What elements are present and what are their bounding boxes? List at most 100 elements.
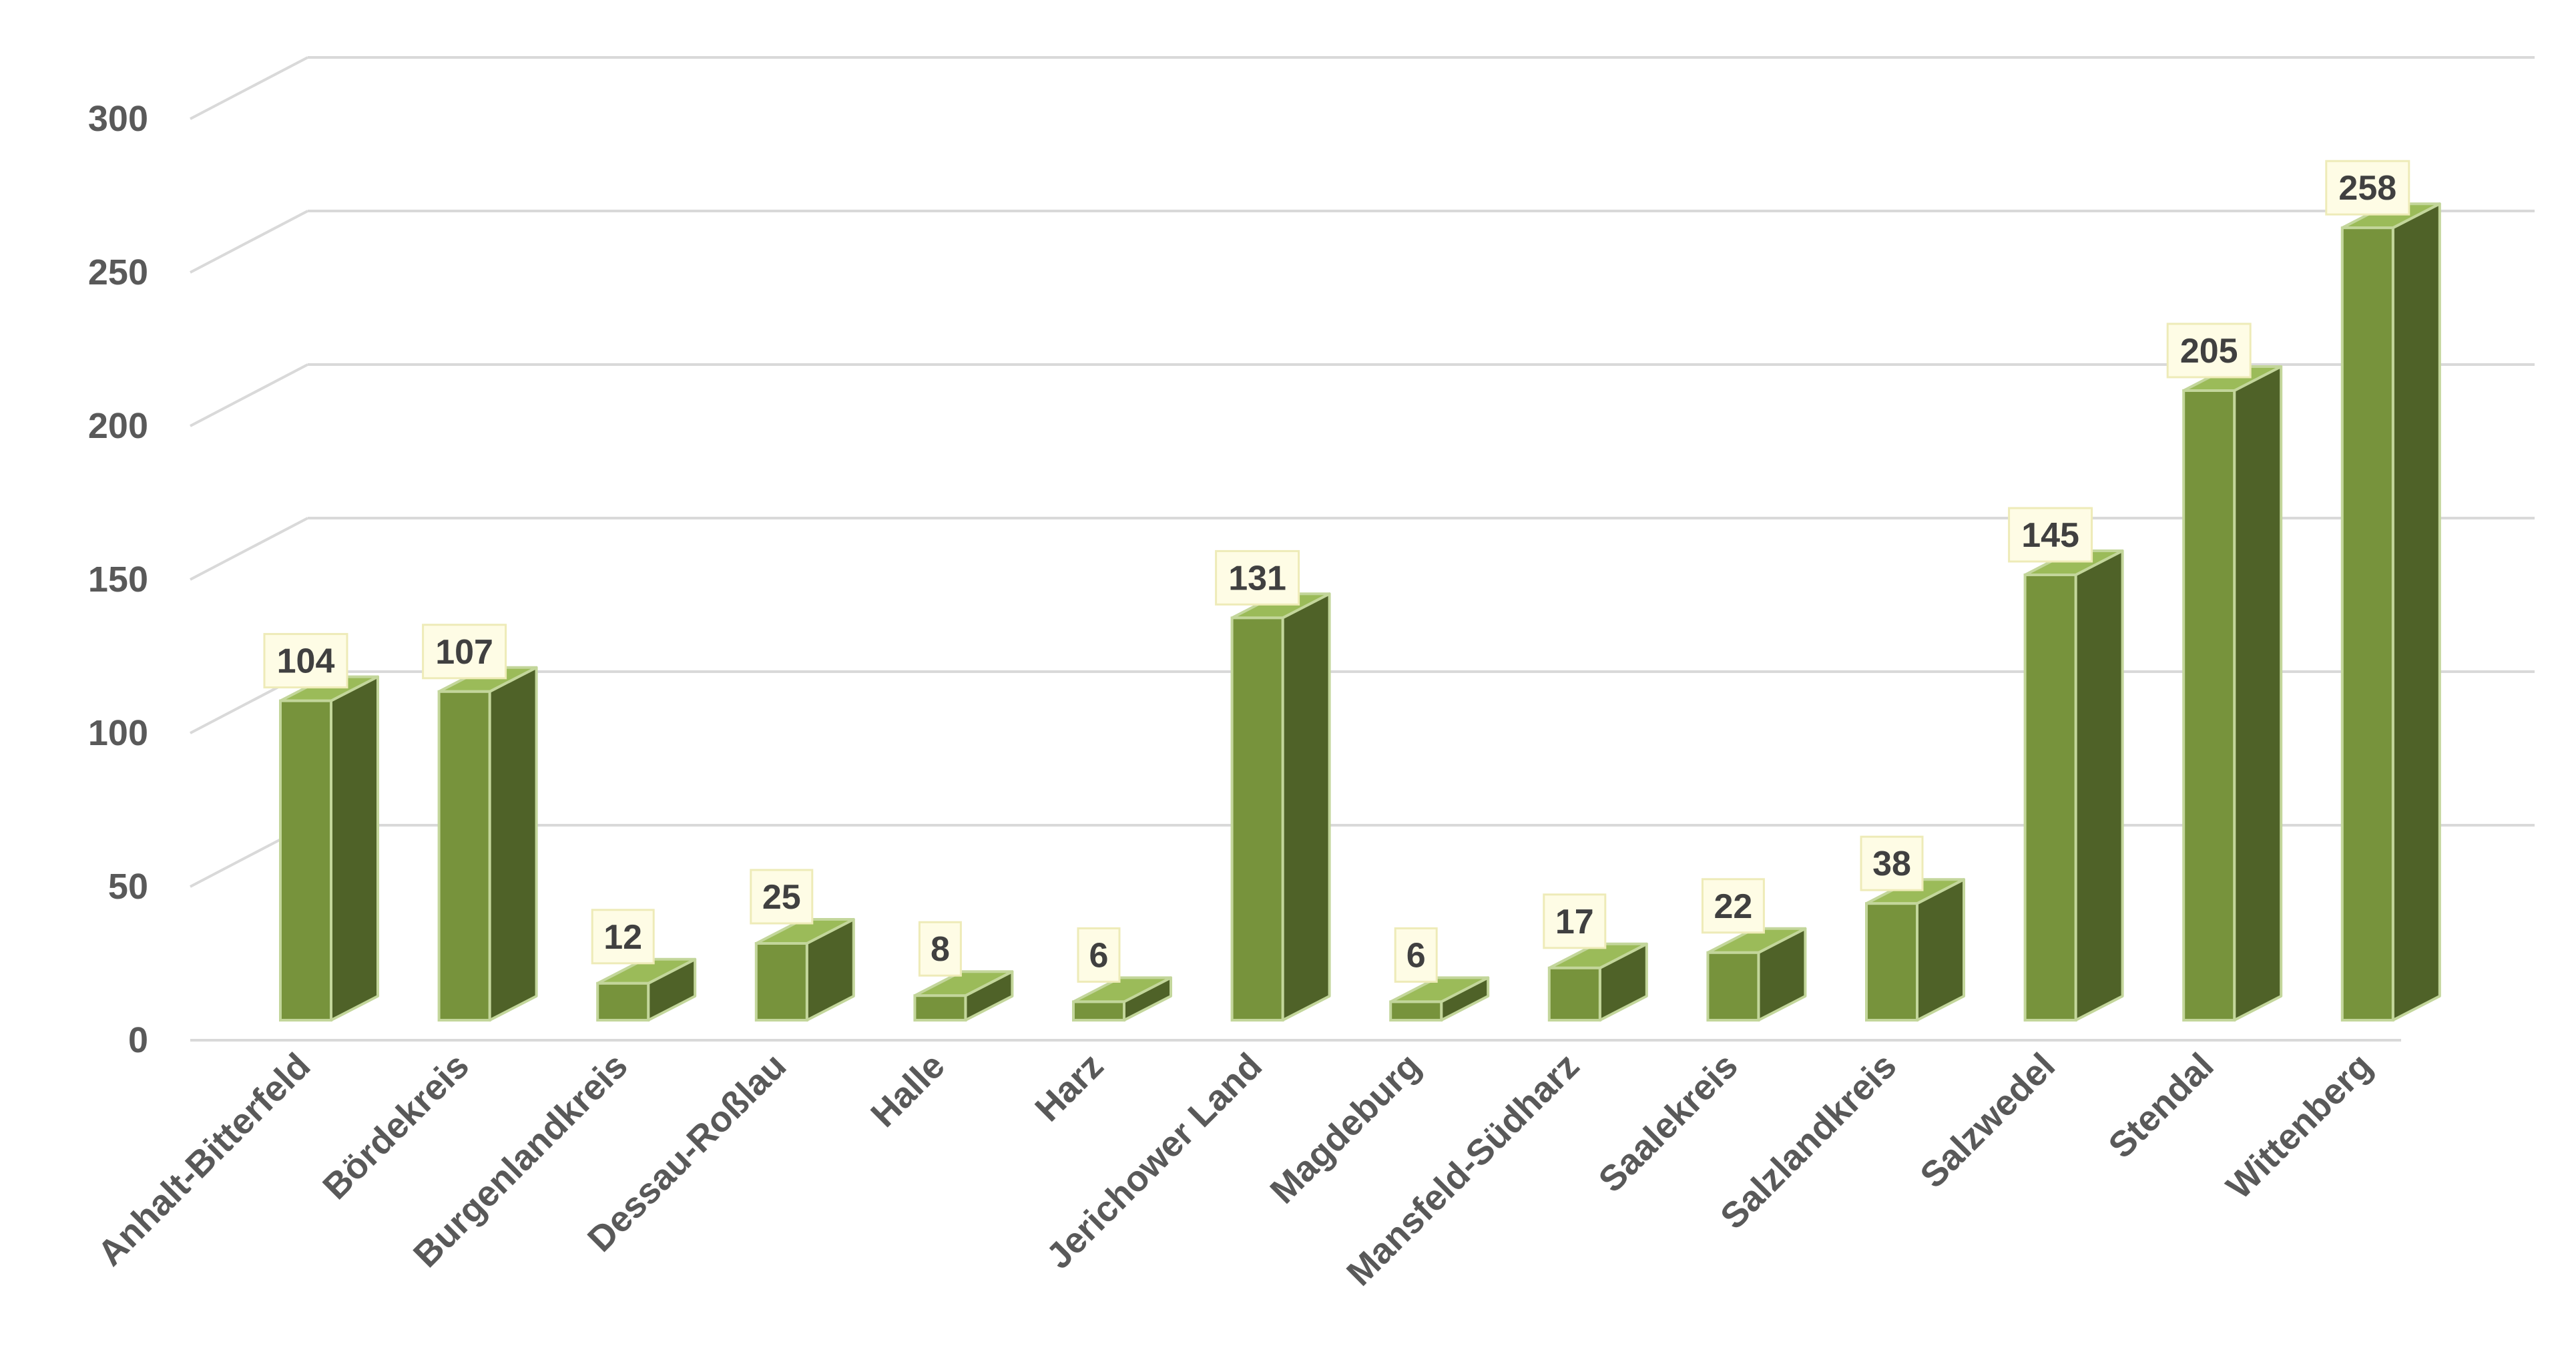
data-label: 22 — [1701, 878, 1765, 934]
data-label: 258 — [2325, 160, 2410, 216]
y-tick-label: 150 — [88, 559, 148, 600]
data-label-box — [1701, 878, 1765, 934]
data-label-text: 22 — [1714, 887, 1752, 926]
data-label: 25 — [750, 869, 814, 925]
x-tick-label: Saalekreis — [1591, 1046, 1745, 1200]
bar-front-face — [1547, 966, 1601, 1022]
bar — [1865, 878, 1965, 1022]
gridline-wall — [190, 517, 308, 581]
bar — [279, 675, 379, 1022]
data-label-text: 107 — [435, 633, 493, 672]
data-label: 205 — [2166, 322, 2252, 379]
bar-front-face — [913, 994, 967, 1022]
bars — [279, 202, 2441, 1022]
bar — [1706, 927, 1807, 1022]
bar-front-face — [1072, 1000, 1125, 1022]
bar-front-face — [596, 981, 650, 1022]
x-axis-ticks: Anhalt-BitterfeldBördekreisBurgenlandkre… — [90, 1046, 2380, 1293]
gridline-wall — [190, 210, 308, 274]
x-tick-label: Harz — [1027, 1046, 1111, 1129]
bar-front-face — [2182, 389, 2236, 1022]
bar-side-face — [2391, 202, 2441, 1022]
bar-front-face — [2340, 226, 2394, 1022]
data-label-box — [2166, 322, 2252, 379]
data-label-box — [918, 921, 962, 977]
bar — [596, 957, 697, 1022]
data-label-text: 258 — [2338, 169, 2396, 208]
data-label: 38 — [1860, 835, 1924, 891]
bar — [2182, 365, 2283, 1022]
x-tick-label: Wittenberg — [2219, 1046, 2380, 1206]
bar — [437, 666, 538, 1022]
data-label: 107 — [422, 624, 507, 680]
y-tick-label: 250 — [88, 252, 148, 292]
bar-side-face — [2233, 365, 2283, 1022]
y-tick-label: 200 — [88, 406, 148, 446]
data-label: 104 — [263, 633, 348, 689]
data-label-text: 104 — [277, 642, 335, 681]
data-label: 131 — [1215, 549, 1300, 606]
data-label-text: 145 — [2021, 516, 2079, 555]
bar — [913, 970, 1014, 1022]
data-label-text: 6 — [1089, 936, 1109, 975]
data-label-text: 17 — [1555, 903, 1594, 941]
bar-side-face — [1281, 592, 1331, 1022]
data-label-text: 8 — [931, 930, 950, 969]
bar-front-face — [1230, 616, 1284, 1022]
data-label: 6 — [1394, 927, 1438, 983]
gridlines — [190, 56, 2535, 1042]
bar — [1230, 592, 1331, 1022]
x-tick-label: Anhalt-Bitterfeld — [90, 1046, 318, 1274]
data-label-box — [591, 909, 655, 965]
bar — [754, 918, 855, 1022]
data-label-box — [750, 869, 814, 925]
x-tick-label: Salzwedel — [1912, 1046, 2063, 1196]
data-label: 145 — [2008, 507, 2093, 563]
data-label-box — [2325, 160, 2410, 216]
bar-front-face — [1706, 951, 1760, 1022]
data-label-box — [1215, 549, 1300, 606]
gridline-wall — [190, 56, 308, 120]
data-label-box — [263, 633, 348, 689]
data-label: 17 — [1543, 893, 1607, 949]
data-label: 12 — [591, 909, 655, 965]
bar — [2340, 202, 2441, 1022]
data-label-box — [1860, 835, 1924, 891]
data-label-box — [1394, 927, 1438, 983]
bar-side-face — [488, 666, 538, 1022]
data-label-text: 6 — [1406, 936, 1426, 975]
bar — [1072, 976, 1172, 1022]
bar-front-face — [754, 942, 808, 1022]
data-label-box — [1543, 893, 1607, 949]
bar — [1547, 942, 1648, 1022]
bar-side-face — [2074, 549, 2124, 1022]
data-label: 6 — [1077, 927, 1121, 983]
gridline-wall — [190, 363, 308, 427]
data-label-text: 131 — [1228, 559, 1286, 598]
bar-front-face — [1389, 1000, 1443, 1022]
x-tick-label: Bördekreis — [315, 1046, 477, 1207]
data-label: 8 — [918, 921, 962, 977]
bar-front-face — [2023, 574, 2077, 1022]
data-label-text: 12 — [603, 918, 642, 957]
data-label-box — [422, 624, 507, 680]
bar-front-face — [437, 690, 491, 1022]
bar-front-face — [279, 699, 332, 1022]
data-label-box — [1077, 927, 1121, 983]
y-tick-label: 50 — [108, 867, 148, 907]
data-label-box — [2008, 507, 2093, 563]
bar-side-face — [330, 675, 379, 1022]
y-axis-ticks: 0 50 100 150 200 250 300 — [88, 99, 148, 1060]
bar-front-face — [1865, 902, 1918, 1022]
x-tick-label: Stendal — [2101, 1046, 2221, 1166]
x-tick-label: Magdeburg — [1262, 1046, 1428, 1211]
data-label-text: 38 — [1872, 845, 1911, 883]
y-tick-label: 100 — [88, 713, 148, 753]
data-label-text: 205 — [2180, 332, 2238, 371]
y-tick-label: 0 — [128, 1020, 148, 1060]
x-tick-label: Halle — [863, 1046, 953, 1135]
y-tick-label: 300 — [88, 99, 148, 139]
bar — [2023, 549, 2124, 1022]
